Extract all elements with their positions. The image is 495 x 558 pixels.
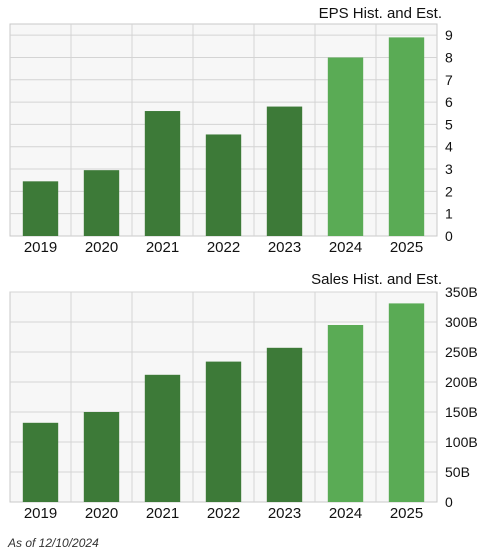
y-tick-label: 350B	[445, 284, 478, 300]
estimate-bar	[327, 325, 364, 502]
y-tick-label: 200B	[445, 374, 478, 390]
y-tick-label: 9	[445, 27, 453, 43]
y-tick-label: 0	[445, 494, 453, 510]
y-tick-label: 300B	[445, 314, 478, 330]
y-tick-label: 4	[445, 139, 453, 155]
x-tick-label: 2024	[329, 505, 362, 522]
estimate-bar	[388, 303, 425, 502]
x-tick-label: 2020	[85, 239, 118, 256]
historical-bar	[205, 361, 242, 502]
historical-bar	[83, 412, 120, 502]
x-tick-label: 2024	[329, 239, 362, 256]
x-tick-label: 2022	[207, 505, 240, 522]
sales-chart-title: Sales Hist. and Est.	[311, 271, 442, 288]
y-tick-label: 2	[445, 183, 453, 199]
sales-chart: 0 50B 100B 150B 200B 250B 300B 350B 2019 2020 2021…	[9, 271, 478, 522]
y-tick-label: 250B	[445, 344, 478, 360]
eps-chart-title: EPS Hist. and Est.	[319, 5, 442, 22]
x-tick-label: 2023	[268, 505, 301, 522]
y-tick-label: 8	[445, 49, 453, 65]
x-tick-label: 2021	[146, 505, 179, 522]
x-tick-label: 2025	[390, 505, 423, 522]
historical-bar	[144, 374, 181, 502]
x-tick-label: 2025	[390, 239, 423, 256]
y-tick-label: 5	[445, 116, 453, 132]
x-tick-label: 2019	[24, 239, 57, 256]
historical-bar	[22, 422, 59, 502]
y-tick-label: 100B	[445, 434, 478, 450]
x-tick-label: 2021	[146, 239, 179, 256]
x-tick-label: 2023	[268, 239, 301, 256]
x-tick-label: 2019	[24, 505, 57, 522]
historical-bar	[266, 347, 303, 502]
y-tick-label: 3	[445, 161, 453, 177]
historical-bar	[144, 111, 181, 236]
historical-bar	[83, 170, 120, 236]
historical-bar	[266, 106, 303, 236]
eps-chart: 0 1 2 3 4 5 6 7 8 9 2019 2020 2021 2022 2023 2024 2025 EP…	[9, 5, 453, 256]
estimate-bar	[327, 57, 364, 237]
y-tick-label: 7	[445, 72, 453, 88]
y-tick-label: 50B	[445, 464, 470, 480]
y-tick-label: 1	[445, 206, 453, 222]
historical-bar	[205, 134, 242, 236]
x-tick-label: 2022	[207, 239, 240, 256]
y-tick-label: 0	[445, 228, 453, 244]
as-of-date: As of 12/10/2024	[8, 536, 99, 550]
estimate-bar	[388, 37, 425, 237]
y-tick-label: 6	[445, 94, 453, 110]
historical-bar	[22, 181, 59, 236]
y-tick-label: 150B	[445, 404, 478, 420]
x-tick-label: 2020	[85, 505, 118, 522]
